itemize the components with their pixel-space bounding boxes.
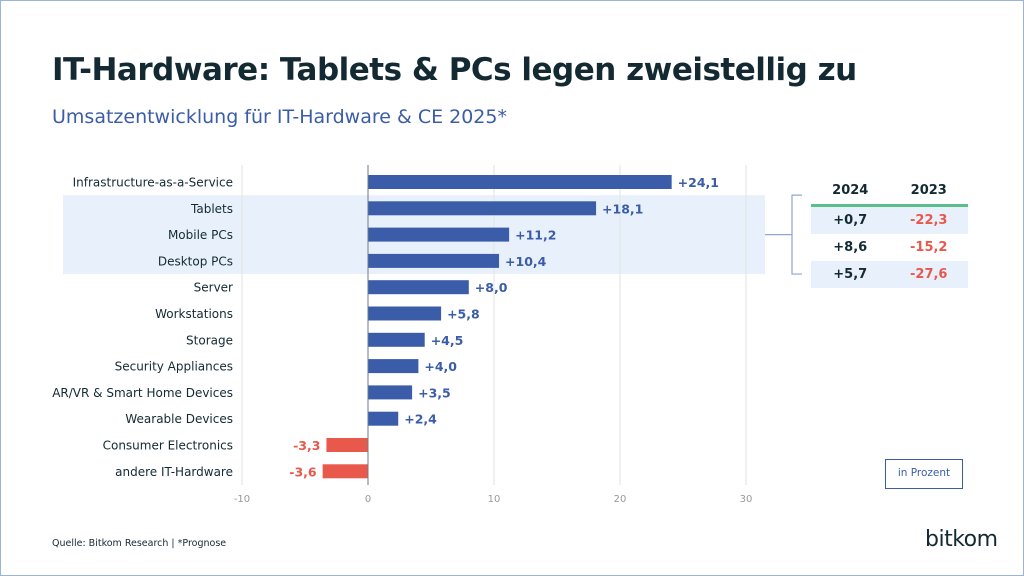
bar <box>368 201 597 216</box>
bar <box>368 411 399 426</box>
data-label: +11,2 <box>515 228 556 243</box>
bitkom-logo: bitkom <box>925 527 998 552</box>
bar <box>368 332 425 347</box>
value-2024: +8,6 <box>833 240 868 255</box>
data-label: -3,6 <box>289 464 317 479</box>
bar <box>368 280 469 295</box>
category-label: Consumer Electronics <box>103 439 233 453</box>
data-label: +5,8 <box>447 307 480 322</box>
value-2024: +0,7 <box>833 213 868 228</box>
bar <box>368 306 442 321</box>
data-label: +4,5 <box>431 333 464 348</box>
table-row: +0,7 -22,3 <box>811 207 968 234</box>
category-label: Wearable Devices <box>125 412 233 426</box>
x-tick-label: 0 <box>365 494 371 505</box>
value-2023: -15,2 <box>910 240 948 255</box>
category-label: Storage <box>186 333 233 347</box>
value-2023: -27,6 <box>910 267 948 282</box>
category-label: Tablets <box>190 202 233 216</box>
table-header: 2024 2023 <box>811 180 968 207</box>
value-2023: -22,3 <box>910 213 948 228</box>
page-title: IT-Hardware: Tablets & PCs legen zweiste… <box>52 52 857 88</box>
category-label: Infrastructure-as-a-Service <box>73 176 233 190</box>
bar <box>368 253 500 268</box>
data-label: +24,1 <box>678 175 719 190</box>
bar <box>368 227 510 242</box>
header-2023: 2023 <box>910 183 947 198</box>
data-label: -3,3 <box>293 438 320 453</box>
category-label: AR/VR & Smart Home Devices <box>52 386 233 400</box>
page-subtitle: Umsatzentwicklung für IT-Hardware & CE 2… <box>52 106 507 128</box>
data-label: +3,5 <box>418 385 451 400</box>
bar <box>326 438 368 452</box>
table-row: +8,6 -15,2 <box>811 234 968 261</box>
category-label: Desktop PCs <box>158 254 233 268</box>
x-tick-label: 10 <box>488 494 501 505</box>
data-label: +18,1 <box>602 201 643 216</box>
x-tick-label: 30 <box>740 494 753 505</box>
data-label: +2,4 <box>404 412 437 427</box>
category-label: andere IT-Hardware <box>115 465 233 479</box>
header-2024: 2024 <box>832 183 869 198</box>
bar <box>368 385 413 400</box>
x-tick-label: 20 <box>614 494 627 505</box>
data-label: +8,0 <box>475 280 508 295</box>
category-label: Workstations <box>155 307 233 321</box>
category-label: Server <box>194 281 233 295</box>
bar <box>322 464 368 479</box>
bar <box>368 175 672 189</box>
data-label: +4,0 <box>424 359 457 374</box>
category-label: Mobile PCs <box>168 228 233 242</box>
x-tick-label: -10 <box>234 494 250 505</box>
bracket-connector <box>765 194 802 275</box>
value-2024: +5,7 <box>833 267 868 282</box>
unit-label: in Prozent <box>885 459 963 489</box>
comparison-table: 2024 2023 +0,7 -22,3 +8,6 -15,2 +5,7 -27… <box>811 180 968 288</box>
data-label: +10,4 <box>505 254 547 269</box>
category-label: Security Appliances <box>115 360 233 374</box>
source-note: Quelle: Bitkom Research | *Prognose <box>52 538 227 549</box>
bar <box>368 359 419 374</box>
table-row: +5,7 -27,6 <box>811 261 968 288</box>
